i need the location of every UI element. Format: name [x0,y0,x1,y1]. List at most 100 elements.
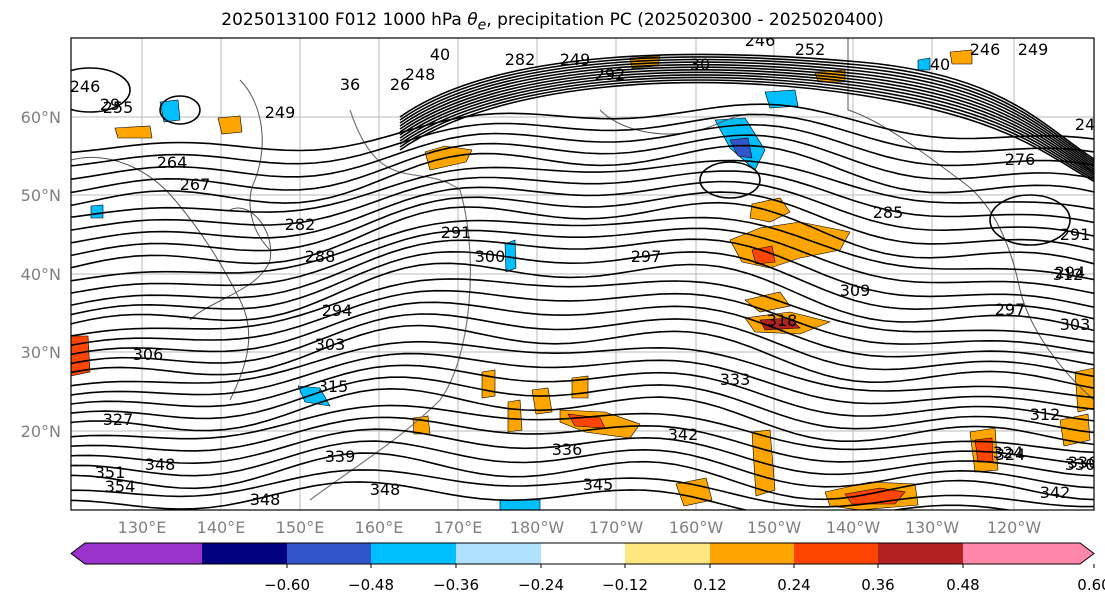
contour-line [71,428,1094,477]
precip-patch [749,197,791,223]
contour-ring [989,194,1071,246]
contour-line [71,180,1094,244]
contour-label: 315 [318,377,349,396]
precip-patch [71,335,91,377]
contour-line [71,481,1013,510]
contour-line [399,66,1094,171]
contour-label: 291 [1060,225,1091,244]
contour-label: 282 [505,50,536,69]
contour-label: 318 [767,311,798,330]
contour-line [71,262,1094,332]
contour-label: 297 [631,247,662,266]
colorbar-bin [963,543,1094,564]
contour-label: 246 [970,40,1001,59]
precip-patch [114,125,153,139]
contour-line [399,81,1094,183]
title-suffix: , precipitation PC (2025020300 - 2025020… [486,10,884,30]
precip-patch [159,99,181,123]
precip-patch [531,387,553,415]
contour-ring [71,67,131,113]
colorbar-frame [70,542,1095,565]
contour-label: 333 [720,370,751,389]
contour-label: 336 [552,440,583,459]
contour-label: 312 [1053,265,1084,284]
contour-label: 255 [103,98,134,117]
lat-tick-label: 50°N [21,186,61,205]
coastline [847,38,1094,401]
lat-tick-label: 60°N [21,108,61,127]
lon-tick-label: 120°W [987,518,1042,537]
contour-line [399,56,1094,162]
lon-tick-label: 160°W [669,518,724,537]
contour-line [71,301,1094,366]
colorbar-tick-label: −0.36 [433,576,479,594]
precip-patch [917,57,931,71]
contour-label: 348 [250,490,281,509]
contour-line [71,440,1094,489]
contour-label: 288 [305,247,336,266]
contour-line [71,144,1094,207]
contour-label: 327 [103,410,134,429]
contour-line [71,113,1094,167]
contour-label: 264 [157,153,188,172]
contour-label: 24 [1075,115,1095,134]
contour-line [71,278,1094,343]
colorbar-bin [71,543,202,564]
colorbar-tick-label: 0.48 [946,576,979,594]
lon-tick-label: 140°W [826,518,881,537]
contour-label: 309 [840,281,871,300]
contour-line [71,364,1094,422]
lat-lon-grid [71,38,1094,510]
contour-line [71,324,1094,390]
colorbar-bin [878,543,963,564]
contour-label: 292 [595,65,626,84]
contour-label: 291 [441,223,472,242]
figure-title: 2025013100 F012 1000 hPa θe, precipitati… [0,10,1105,33]
contour-label: 300 [475,247,506,266]
precip-patch [499,499,541,510]
theta-e-contours [71,53,1094,510]
colorbar-bin [371,543,456,564]
contour-label: 345 [583,475,614,494]
contour-label: 348 [145,455,176,474]
contour-line [71,313,1094,378]
contour-line [399,74,1094,177]
colorbar-bin [541,543,625,564]
contour-line [71,416,1094,465]
precip-patch [949,49,973,65]
contour-label: 36 [340,75,360,94]
lon-tick-label: 130°W [905,518,960,537]
contour-line [71,216,1094,282]
colorbar-tick-label: −0.60 [264,576,310,594]
contour-line [71,170,1094,231]
contour-label: 324 [995,445,1026,464]
contour-label: 252 [795,40,826,59]
colorbar-bin [287,543,371,564]
contour-line [71,452,1094,501]
map-plot: 246 249 252 246 249 255 249 246 267 282 288 291 294 2… [70,31,1099,511]
contour-label: 40 [430,45,450,64]
precip-patch [217,115,243,135]
contour-label: 246 [745,31,776,50]
contour-label: 303 [1060,315,1091,334]
lon-tick-label: 140°E [197,518,246,537]
contour-line [71,238,1094,309]
contour-label: 248 [405,65,436,84]
lon-tick-label: 150°W [747,518,802,537]
colorbar-bin [202,543,287,564]
contour-label: 249 [265,103,296,122]
contour-label: 330 [1068,453,1099,472]
colorbar-bin [794,543,878,564]
colorbar: −0.60 −0.48 −0.36 −0.24 −0.12 0.12 0.24 0.36 0.4… [70,542,1105,594]
contour-label: 339 [325,447,356,466]
colorbar-tick-label: 0.60 [1077,576,1105,594]
lon-tick-label: 150°E [276,518,325,537]
contour-label: 26 [390,75,410,94]
dateline-curve [309,109,471,501]
precip-patch [751,245,776,265]
title-theta: θ [467,10,478,30]
contour-ring [699,161,761,199]
contour-line [71,103,1094,154]
contour-label: 276 [1005,150,1036,169]
